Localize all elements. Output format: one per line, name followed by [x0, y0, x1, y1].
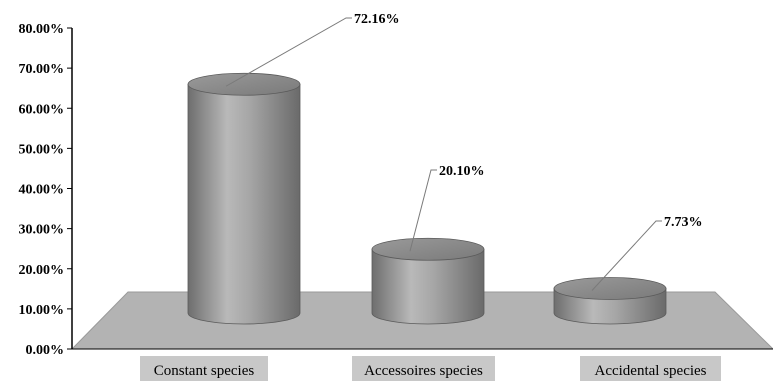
bar-body [371, 248, 485, 325]
bar-body [187, 83, 301, 325]
y-tick-label: 70.00% [19, 62, 65, 77]
leader-line [225, 17, 352, 87]
category-box [140, 356, 268, 381]
bar-3 [553, 277, 667, 325]
category-box [352, 356, 495, 381]
leader-line [591, 220, 662, 291]
y-tick-label: 20.00% [19, 263, 65, 278]
bar-1 [187, 72, 301, 325]
data-label: 72.16% [354, 12, 400, 27]
bar-top [553, 277, 667, 300]
category-label: Constant species [154, 363, 255, 379]
bar-top [371, 237, 485, 261]
y-tick-label: 10.00% [19, 303, 65, 318]
y-tick-label: 40.00% [19, 183, 65, 198]
category-label: Accidental species [594, 363, 706, 379]
category-label: Accessoires species [364, 363, 483, 379]
data-label: 7.73% [664, 215, 703, 230]
y-tick-label: 60.00% [19, 102, 65, 117]
bar-2 [371, 237, 485, 325]
y-tick-label: 30.00% [19, 223, 65, 238]
leader-line [409, 169, 437, 252]
y-tick-label: 50.00% [19, 142, 65, 157]
y-tick-label: 0.00% [26, 343, 65, 358]
bar-top [187, 72, 301, 96]
category-box [580, 356, 721, 381]
y-tick-label: 80.00% [19, 22, 65, 37]
data-label: 20.10% [439, 164, 485, 179]
